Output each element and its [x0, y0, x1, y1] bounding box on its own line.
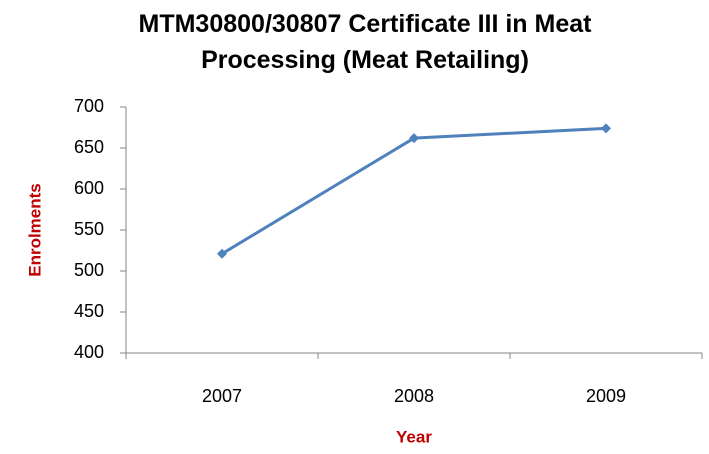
x-axis-title: Year: [396, 427, 432, 446]
x-tick-label: 2008: [394, 386, 434, 406]
marker: [409, 133, 419, 144]
x-tick-label: 2009: [586, 386, 626, 406]
marker: [601, 123, 611, 134]
y-axis-title: Enrolments: [25, 183, 44, 277]
y-tick-label: 450: [74, 301, 104, 321]
line: [221, 126, 607, 256]
x-tick-label: 2007: [202, 386, 242, 406]
chart-title: MTM30800/30807 Certificate III in Meat P…: [138, 10, 592, 74]
y-tick-label: 650: [74, 137, 104, 157]
marker: [217, 248, 227, 259]
y-tick-label: 600: [74, 178, 104, 198]
y-tick-label: 700: [74, 96, 104, 116]
y-tick-label: 500: [74, 260, 104, 280]
y-tick-label: 550: [74, 219, 104, 239]
y-tick-label: 400: [74, 342, 104, 362]
